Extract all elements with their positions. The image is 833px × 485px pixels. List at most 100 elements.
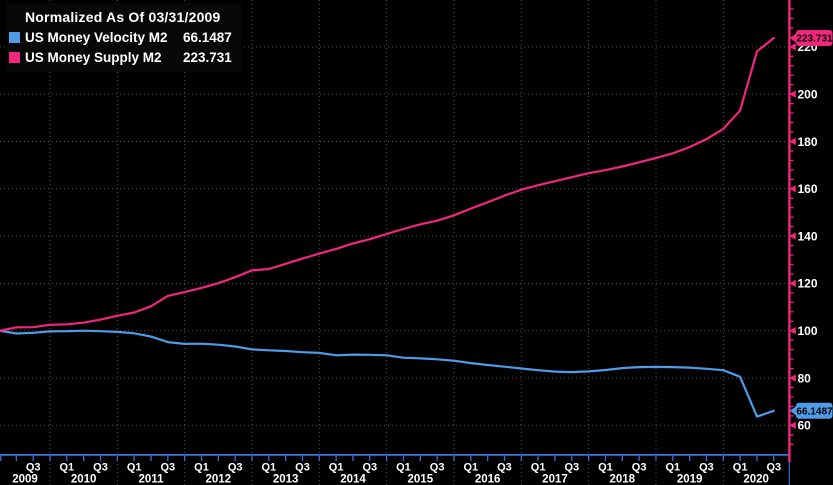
y-minor-tick: [789, 292, 794, 294]
x-year-label: 2015: [408, 474, 434, 485]
x-quarter-tick: [486, 456, 489, 461]
x-quarter-tick: [537, 456, 539, 461]
x-quarter-label: Q1: [463, 462, 478, 474]
x-quarter-label: Q1: [329, 462, 344, 474]
x-quarter-tick: [571, 456, 573, 461]
y-minor-tick: [789, 320, 794, 322]
x-quarter-tick: [116, 456, 118, 461]
y-minor-tick: [789, 348, 794, 351]
x-quarter-tick: [503, 456, 506, 461]
x-quarter-tick: [705, 456, 708, 461]
y-axis-spine: [788, 0, 791, 462]
x-quarter-tick: [587, 456, 590, 461]
x-quarter-label: Q3: [564, 462, 579, 474]
x-quarter-tick: [167, 456, 169, 461]
y-minor-tick: [789, 443, 794, 445]
x-year-label: 2016: [475, 474, 501, 485]
x-quarter-tick: [301, 456, 304, 461]
axis-corner-line: [788, 462, 790, 485]
legend-item-supply[interactable]: US Money Supply M2 223.731: [9, 47, 232, 67]
x-quarter-tick: [402, 456, 405, 461]
supply-line: [0, 36, 775, 332]
y-minor-tick: [789, 8, 794, 10]
x-year-label: 2018: [610, 474, 636, 485]
y-tick-label: 80: [798, 371, 812, 385]
x-axis-line: [0, 454, 790, 456]
x-quarter-tick: [453, 456, 455, 461]
x-quarter-tick: [386, 456, 388, 461]
y-minor-tick: [789, 216, 794, 218]
x-quarter-label: Q1: [261, 462, 276, 474]
x-quarter-tick: [638, 456, 640, 461]
supply-series-swatch: [9, 51, 20, 63]
y-tick-label: 100: [798, 324, 818, 338]
y-tick-arrow: [789, 43, 796, 51]
vertical-gridlines: [49, 0, 724, 485]
y-tick-arrow: [789, 232, 796, 240]
y-minor-tick: [789, 311, 794, 313]
x-quarter-tick: [184, 456, 186, 461]
x-quarter-tick: [722, 456, 724, 461]
velocity-line: [0, 329, 775, 418]
y-minor-tick: [789, 396, 794, 398]
x-quarter-label: Q3: [362, 462, 377, 474]
x-quarter-tick: [318, 456, 320, 461]
y-minor-tick: [789, 254, 794, 256]
y-tick-label: 180: [798, 135, 818, 149]
y-tick-arrow: [789, 90, 796, 98]
x-quarter-tick: [99, 456, 102, 461]
x-quarter-label: Q1: [665, 462, 680, 474]
y-minor-tick: [789, 27, 794, 29]
x-year-label: 2012: [206, 474, 232, 485]
x-quarter-label: Q1: [733, 462, 748, 474]
y-minor-tick: [789, 159, 794, 162]
x-quarter-label: Q3: [228, 462, 243, 474]
supply-series-label: US Money Supply M2: [25, 49, 162, 65]
y-tick-label: 160: [798, 182, 818, 196]
x-quarter-tick: [621, 456, 623, 461]
y-tick-label: 200: [798, 87, 818, 101]
x-quarter-tick: [234, 456, 236, 461]
y-minor-tick: [789, 405, 794, 408]
x-quarter-tick: [66, 456, 68, 461]
x-quarter-label: Q3: [430, 462, 445, 474]
x-year-label: 2017: [542, 474, 568, 485]
x-quarter-label: Q1: [396, 462, 411, 474]
x-quarter-tick: [200, 456, 203, 461]
y-minor-tick: [789, 84, 794, 86]
horizontal-gridlines: [0, 46, 789, 426]
y-minor-tick: [789, 386, 794, 389]
y-minor-tick: [789, 263, 794, 266]
x-year-label: 2019: [677, 474, 703, 485]
x-quarter-tick: [419, 456, 421, 461]
x-quarter-tick: [672, 456, 674, 461]
x-quarter-label: Q3: [160, 462, 175, 474]
x-quarter-tick: [470, 456, 472, 461]
y-tick-arrow: [789, 374, 796, 382]
x-quarter-tick: [217, 456, 219, 461]
y-tick-label: 140: [798, 229, 818, 243]
x-quarter-tick: [133, 456, 135, 461]
legend-item-velocity[interactable]: US Money Velocity M2 66.1487: [9, 27, 232, 47]
x-quarter-label: Q3: [766, 462, 781, 474]
x-quarter-tick: [655, 456, 657, 461]
x-quarter-label: Q1: [59, 462, 74, 474]
y-minor-tick: [789, 121, 794, 124]
y-minor-tick: [789, 434, 794, 436]
y-minor-tick: [789, 301, 794, 303]
y-minor-tick: [789, 415, 794, 417]
y-minor-tick: [789, 178, 794, 180]
x-quarter-tick: [83, 456, 85, 461]
x-quarter-label: Q3: [699, 462, 714, 474]
y-minor-tick: [789, 225, 794, 228]
velocity-last-price-bubble-body: [796, 402, 833, 419]
x-quarter-tick: [0, 456, 2, 461]
x-quarter-tick: [49, 456, 51, 461]
x-quarter-tick: [285, 456, 287, 461]
y-minor-tick: [789, 207, 794, 209]
x-quarter-tick: [352, 456, 354, 461]
x-quarter-tick: [520, 456, 522, 461]
